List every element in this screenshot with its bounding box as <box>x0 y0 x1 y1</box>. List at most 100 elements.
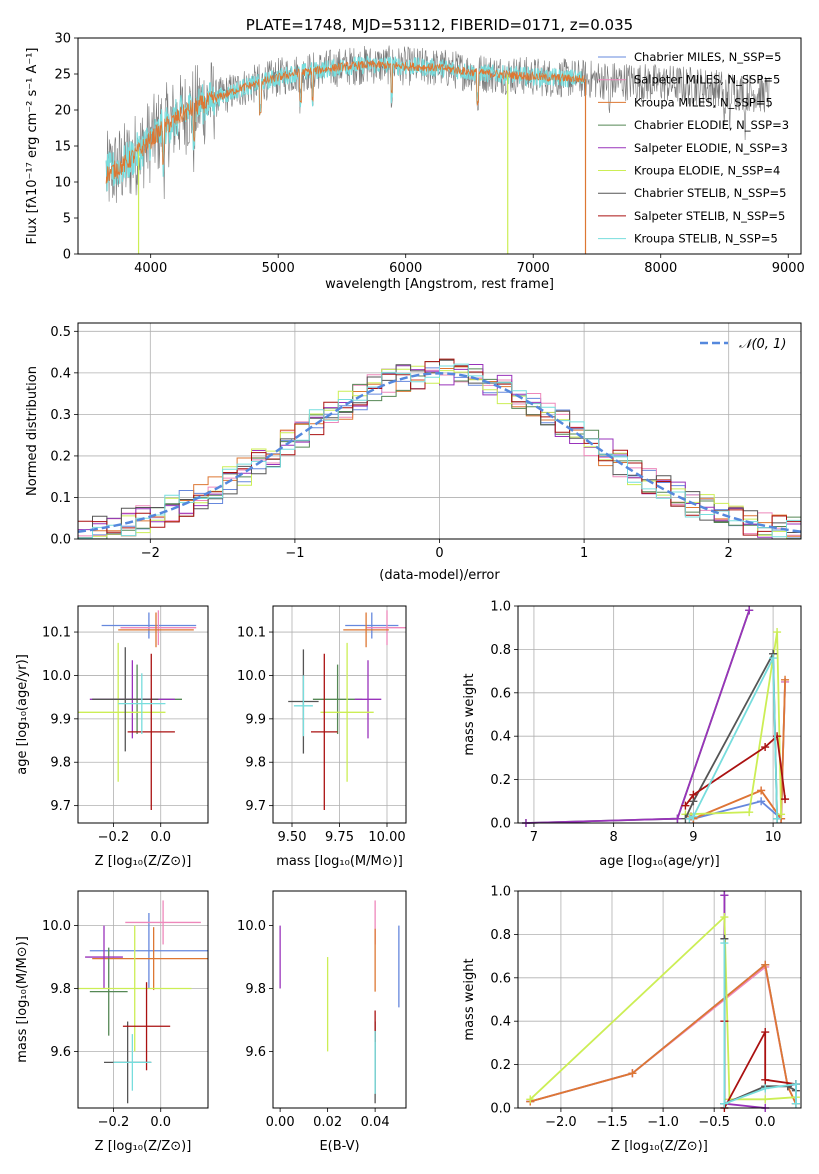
x-tick-label: 1 <box>580 546 588 561</box>
x-tick-label: 0.00 <box>266 1115 295 1130</box>
residuals-grid <box>78 323 801 540</box>
x-axis-label: age [log₁₀(age/yr)] <box>599 854 720 869</box>
y-tick-label: 25 <box>54 68 71 83</box>
y-tick-label: 9.6 <box>50 1045 71 1060</box>
weight-marker <box>720 939 729 948</box>
weight-marker <box>689 790 698 799</box>
mass_vs_Z-grid <box>78 891 208 1108</box>
x-tick-label: 0 <box>435 546 443 561</box>
legend-label: 𝒩(0, 1) <box>739 337 786 352</box>
weight-marker <box>781 795 790 804</box>
weight-marker <box>781 675 790 684</box>
weight-marker <box>761 1075 770 1084</box>
age_vs_Z-frame <box>77 605 209 824</box>
y-tick-label: 10.0 <box>42 669 71 684</box>
age_vs_mass-grid <box>273 606 406 823</box>
legend-label: Salpeter MILES, N_SSP=5 <box>634 73 780 87</box>
legend-label: Kroupa STELIB, N_SSP=5 <box>634 232 778 246</box>
x-axis-label: E(B-V) <box>319 1139 359 1154</box>
x-tick-label: 9.75 <box>325 830 354 845</box>
y-tick-label: 9.8 <box>50 756 71 771</box>
y-tick-label: 0.5 <box>50 325 71 340</box>
age_vs_mass-axes: 9.50 9.75 10.00 9.7 9.8 9.9 10.0 10.1 mass [log₁… <box>237 605 407 869</box>
weight-line <box>690 679 786 822</box>
y-tick-label: 0.8 <box>490 643 511 658</box>
weight-line <box>685 631 782 816</box>
weight-line <box>690 681 786 821</box>
y-axis-label: age [log₁₀(age/yr)] <box>15 654 30 775</box>
y-tick-label: 15 <box>54 140 71 155</box>
x-tick-label: 0.0 <box>150 830 171 845</box>
x-axis-label: Z [log₁₀(Z/Z⊙)] <box>95 1139 192 1154</box>
weight-line <box>723 895 766 1109</box>
x-tick-label: 9000 <box>772 261 805 276</box>
y-tick-label: 0.0 <box>490 1102 511 1117</box>
residuals-axes: −2 −1 0 1 2 0.0 0.1 0.2 0.3 0.4 0.5 (data-model)/er… <box>25 322 802 583</box>
x-tick-label: 0.04 <box>361 1115 390 1130</box>
weight-marker <box>769 654 778 663</box>
weight-marker <box>720 891 729 900</box>
y-axis-label: mass weight <box>462 958 477 1040</box>
x-tick-label: 10 <box>765 830 782 845</box>
legend-label: Chabrier ELODIE, N_SSP=3 <box>634 118 789 132</box>
x-tick-label: 9.50 <box>278 830 307 845</box>
y-tick-label: 0.8 <box>490 928 511 943</box>
legend-label: Kroupa ELODIE, N_SSP=4 <box>634 164 780 178</box>
weight_vs_Z-axes: −2.0 −1.5 −1.0 −0.5 0.0 0.0 0.2 0.4 0.6 0.8 1.0 Z [… <box>462 885 802 1154</box>
y-tick-label: 0.4 <box>490 1015 511 1030</box>
x-tick-label: 9 <box>689 830 697 845</box>
y-tick-label: 10.1 <box>42 626 71 641</box>
legend-label: Salpeter STELIB, N_SSP=5 <box>634 209 785 223</box>
x-tick-label: −2.0 <box>545 1115 577 1130</box>
y-tick-label: 10 <box>54 176 71 191</box>
x-axis-label: Z [log₁₀(Z/Z⊙)] <box>611 1139 708 1154</box>
y-tick-label: 0.3 <box>50 408 71 423</box>
weight-marker <box>761 1084 770 1093</box>
age_vs_Z-grid <box>78 606 208 823</box>
x-tick-label: 2 <box>725 546 733 561</box>
weight-marker <box>628 1069 637 1078</box>
y-tick-label: 0.6 <box>490 686 511 701</box>
x-tick-label: −1 <box>285 546 304 561</box>
y-tick-label: 9.8 <box>50 982 71 997</box>
x-tick-label: −0.2 <box>98 830 130 845</box>
age_vs_Z-axes: −0.2 0.0 9.7 9.8 9.9 10.0 10.1 Z [log₁₀(Z/Z⊙)] a… <box>15 605 209 869</box>
weight-line <box>684 734 786 807</box>
legend-label: Salpeter ELODIE, N_SSP=3 <box>634 141 788 155</box>
weight-line <box>688 657 778 820</box>
weight-marker <box>681 801 690 810</box>
x-tick-label: −0.2 <box>98 1115 130 1130</box>
weight_vs_Z-grid <box>518 890 801 1109</box>
age_vs_mass-frame <box>272 605 407 824</box>
x-axis-label: (data-model)/error <box>379 568 500 583</box>
x-axis-label: mass [log₁₀(M/M⊙)] <box>276 854 403 869</box>
weight-marker <box>791 1080 800 1089</box>
weight-marker <box>761 1095 770 1104</box>
y-tick-label: 0.4 <box>50 366 71 381</box>
weight-line <box>690 681 786 822</box>
y-tick-label: 0.2 <box>50 449 71 464</box>
x-axis-label: Z [log₁₀(Z/Z⊙)] <box>95 854 192 869</box>
x-tick-label: −0.5 <box>698 1115 730 1130</box>
weight-marker <box>773 814 782 823</box>
weight-marker <box>777 810 786 819</box>
y-tick-label: 9.8 <box>245 982 266 997</box>
weight-marker <box>720 913 729 922</box>
chart-title: PLATE=1748, MJD=53112, FIBERID=0171, z=0… <box>246 16 633 34</box>
legend-label: Kroupa MILES, N_SSP=5 <box>634 95 773 109</box>
x-tick-label: 0.0 <box>755 1115 776 1130</box>
residuals-frame <box>77 322 802 540</box>
x-tick-label: 7 <box>530 830 538 845</box>
weight-marker <box>757 797 766 806</box>
y-tick-label: 0.2 <box>490 773 511 788</box>
y-tick-label: 9.7 <box>245 799 266 814</box>
y-axis-label: Flux [fλ10⁻¹⁷ erg cm⁻² s⁻¹ A⁻¹] <box>25 48 40 245</box>
x-tick-label: 8 <box>610 830 618 845</box>
spectrum-frame <box>77 37 802 255</box>
x-tick-label: −1.5 <box>596 1115 628 1130</box>
weight-marker <box>720 1099 729 1108</box>
y-axis-label: mass weight <box>462 673 477 755</box>
y-tick-label: 0.0 <box>50 533 71 548</box>
x-axis-label: wavelength [Angstrom, rest frame] <box>325 277 554 292</box>
y-tick-label: 30 <box>54 32 71 47</box>
